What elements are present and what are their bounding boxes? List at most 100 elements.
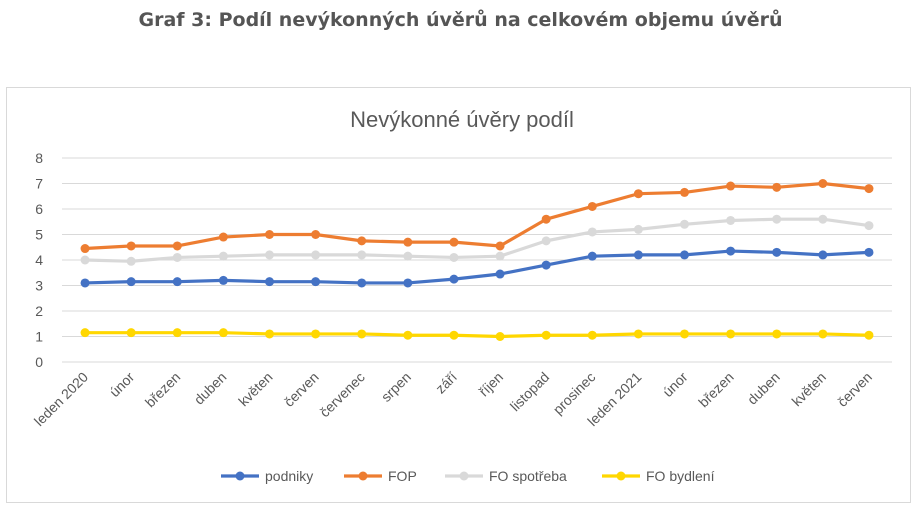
data-point (772, 214, 782, 224)
data-point (449, 330, 459, 340)
data-point (218, 251, 228, 261)
legend-marker (358, 471, 368, 481)
x-tick-label: březen (142, 369, 184, 411)
data-point (403, 251, 413, 261)
legend-label: FO spotřeba (489, 468, 567, 484)
data-point (357, 329, 367, 339)
y-tick-label: 8 (35, 150, 43, 166)
y-tick-label: 5 (35, 227, 43, 243)
data-point (680, 219, 689, 229)
data-point (495, 269, 505, 279)
data-point (403, 278, 413, 288)
data-point (818, 214, 828, 224)
x-tick-label: listopad (507, 369, 552, 414)
x-tick-label: duben (191, 369, 230, 408)
data-point (449, 252, 459, 262)
y-tick-label: 7 (35, 176, 43, 192)
data-point (449, 237, 459, 247)
data-point (311, 329, 321, 339)
data-point (218, 328, 228, 338)
data-point (311, 277, 321, 287)
data-point (265, 329, 274, 339)
data-point (80, 328, 90, 338)
data-point (587, 251, 597, 261)
data-point (218, 232, 228, 242)
data-point (265, 250, 274, 260)
data-point (587, 201, 597, 211)
legend-marker (235, 471, 245, 481)
data-point (126, 328, 136, 338)
y-tick-label: 0 (35, 354, 43, 370)
legend-marker (616, 471, 626, 481)
data-point (126, 256, 136, 266)
data-point (172, 252, 182, 262)
data-point (541, 330, 551, 340)
data-point (541, 214, 551, 224)
data-point (218, 275, 228, 285)
y-tick-label: 6 (35, 201, 43, 217)
data-point (726, 215, 736, 225)
data-point (633, 224, 643, 234)
data-point (311, 250, 321, 260)
y-tick-label: 2 (35, 303, 43, 319)
x-tick-label: květen (235, 369, 275, 409)
data-point (864, 330, 874, 340)
data-point (265, 230, 274, 239)
x-tick-label: červen (281, 369, 322, 410)
data-point (311, 230, 321, 239)
series-lines (80, 179, 874, 341)
chart-frame: Nevýkonné úvěry podíl 0 1 2 3 4 5 6 7 8 leden 20… (6, 87, 911, 503)
x-axis-ticks: leden 2020 únor březen duben květen červenčer… (31, 369, 875, 430)
series-line (85, 217, 870, 263)
y-tick-label: 4 (35, 252, 43, 268)
data-point (726, 246, 736, 256)
data-point (80, 244, 90, 254)
data-point (126, 241, 136, 251)
data-point (772, 329, 782, 339)
x-tick-label: září (432, 369, 460, 397)
data-point (172, 241, 182, 251)
data-point (80, 278, 90, 288)
data-point (864, 247, 874, 257)
x-tick-label: červenec (316, 369, 367, 420)
series-line (84, 181, 870, 251)
x-tick-label: červen (834, 369, 875, 410)
legend-label: FOP (388, 468, 417, 484)
data-point (772, 182, 782, 192)
data-point (864, 184, 874, 194)
data-point (357, 278, 367, 288)
legend-marker (459, 471, 469, 481)
data-point (680, 250, 689, 260)
data-point (80, 255, 90, 265)
legend-label: FO bydlení (646, 468, 715, 484)
data-point (495, 251, 505, 261)
x-tick-label: únor (659, 369, 690, 400)
series-line (85, 249, 870, 285)
data-point (633, 189, 643, 199)
x-tick-label: duben (744, 369, 783, 408)
data-point (357, 236, 367, 246)
data-point (495, 332, 505, 341)
chart-title: Nevýkonné úvěry podíl (350, 107, 574, 132)
data-point (726, 181, 736, 191)
legend-label: podniky (265, 468, 313, 484)
x-tick-label: říjen (476, 369, 507, 400)
data-point (587, 227, 597, 237)
x-tick-label: leden 2020 (31, 369, 91, 429)
y-tick-label: 3 (35, 278, 43, 294)
data-point (449, 274, 459, 284)
data-point (172, 328, 182, 338)
data-point (495, 241, 505, 251)
chart-grid (62, 157, 892, 363)
data-point (357, 250, 367, 260)
y-tick-label: 1 (35, 329, 43, 345)
data-point (633, 329, 643, 339)
data-point (726, 329, 736, 339)
data-point (818, 250, 828, 260)
data-point (633, 250, 643, 260)
data-point (818, 329, 828, 339)
x-tick-label: srpen (378, 369, 414, 405)
series-line (85, 331, 869, 339)
data-point (680, 329, 689, 339)
data-point (403, 237, 413, 247)
